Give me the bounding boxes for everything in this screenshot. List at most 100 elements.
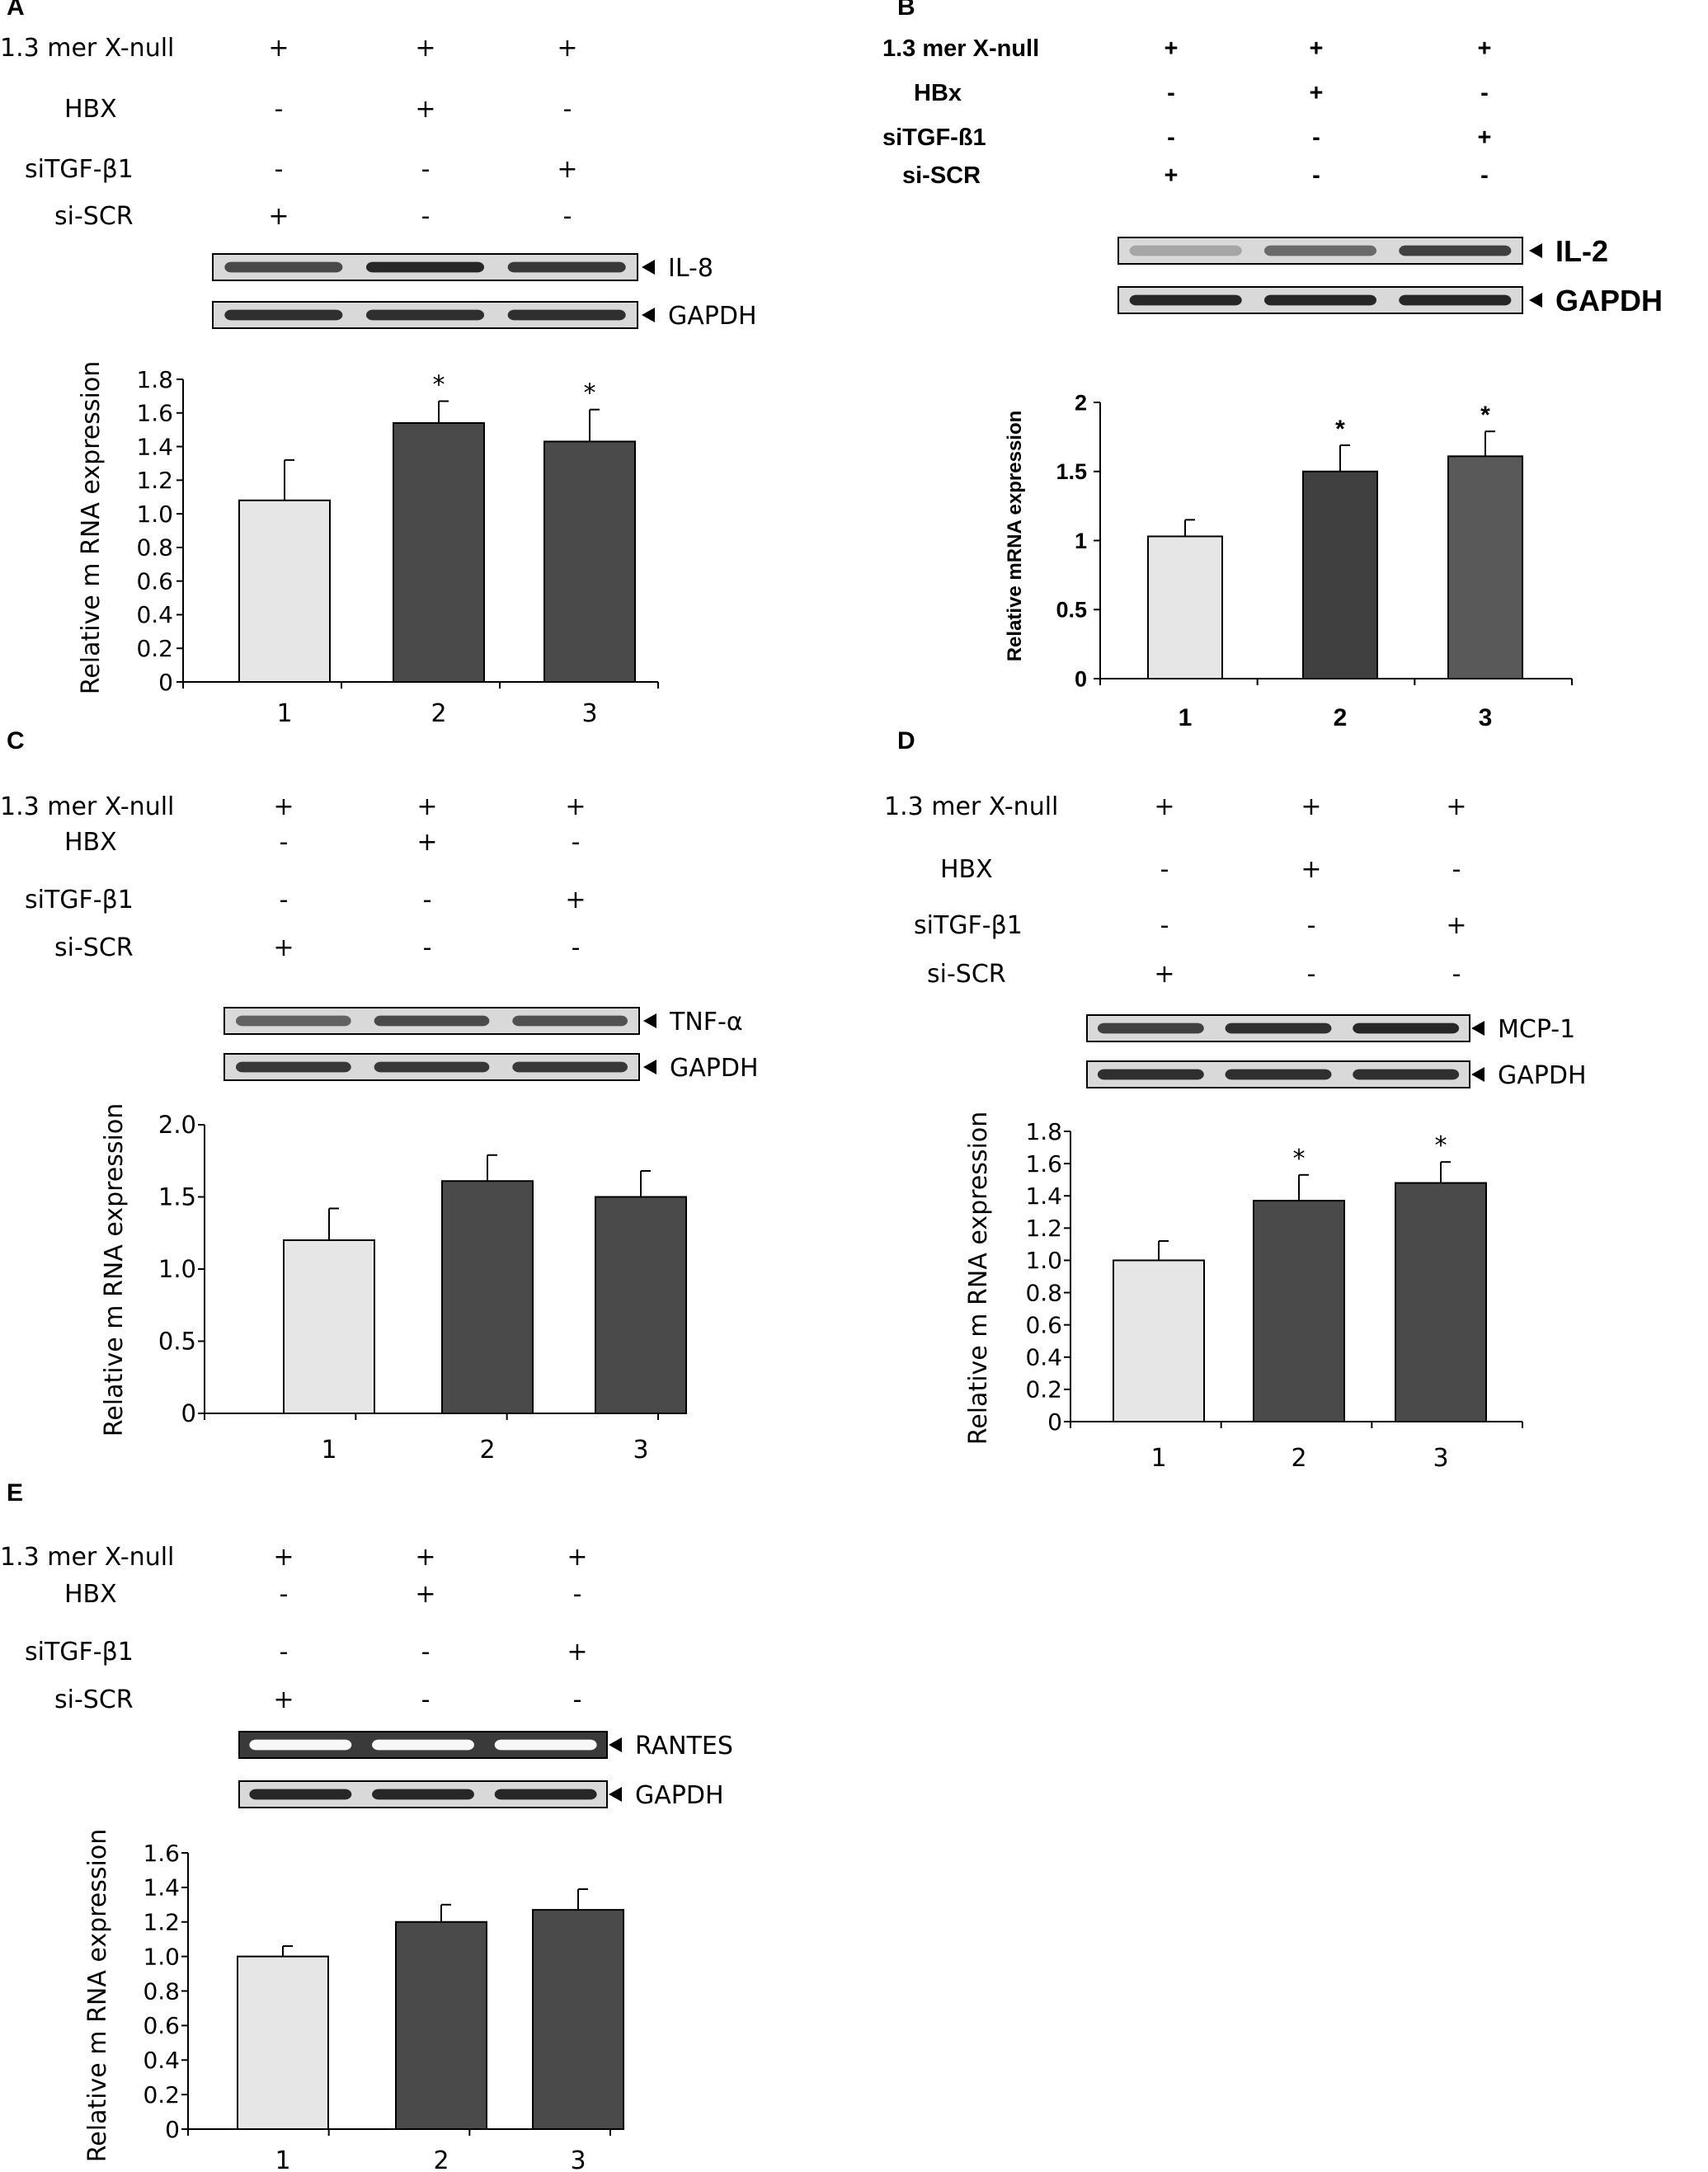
gel-band [1399, 245, 1512, 256]
gel-band [1129, 294, 1242, 306]
y-tick-label: 0.2 [136, 635, 173, 662]
y-tick-label: 1.4 [143, 1874, 180, 1902]
treatment-label: siTGF-β1 [914, 911, 1023, 940]
treatment-sign: - [1452, 855, 1461, 884]
panel-letter: D [897, 727, 915, 755]
gel-band [494, 1739, 597, 1751]
bar [1147, 535, 1223, 679]
treatment-sign: + [565, 792, 586, 821]
treatment-sign: - [423, 886, 432, 914]
gel-band [507, 261, 626, 273]
y-tick-label: 2.0 [158, 1111, 196, 1139]
gel-arrow-icon [642, 308, 655, 322]
treatment-label: si-SCR [902, 162, 981, 189]
treatment-label: HBX [940, 855, 993, 884]
x-tick-label: 1 [321, 1436, 336, 1464]
y-tick-label: 1.5 [1056, 459, 1087, 484]
treatment-label: si-SCR [54, 933, 134, 962]
significance-marker: * [1335, 416, 1345, 443]
y-tick-label: 0.6 [143, 2012, 180, 2039]
treatment-sign: - [1167, 80, 1175, 106]
treatment-sign: + [557, 155, 577, 184]
x-tick-label: 1 [275, 2146, 290, 2172]
treatment-sign: + [1478, 35, 1492, 62]
gel-band [1263, 245, 1377, 256]
treatment-sign: + [268, 34, 289, 63]
y-tick-label: 2 [1075, 390, 1087, 415]
treatment-sign: + [1154, 792, 1174, 821]
treatment-sign: - [421, 1685, 431, 1714]
bar [1302, 470, 1378, 679]
gel-arrow-icon [1529, 293, 1542, 308]
treatment-sign: + [415, 34, 435, 63]
treatment-sign: + [1478, 125, 1492, 151]
x-tick-label: 3 [570, 2146, 586, 2172]
treatment-sign: + [557, 34, 577, 63]
bar [532, 1909, 624, 2130]
y-tick-label: 1.2 [143, 1909, 180, 1936]
bar [1395, 1182, 1487, 1422]
gel-band [249, 1739, 352, 1751]
treatment-label: si-SCR [54, 1685, 134, 1714]
gel-band [512, 1015, 628, 1027]
panel-letter: A [7, 0, 25, 21]
y-tick-label: 0 [1075, 666, 1087, 691]
gel-arrow-icon [642, 260, 655, 275]
gel-band [1399, 294, 1512, 306]
bar [1113, 1259, 1205, 1423]
gel-label: MCP-1 [1498, 1015, 1575, 1044]
gel-arrow-icon [643, 1060, 656, 1074]
treatment-sign: - [1452, 960, 1461, 989]
treatment-sign: + [567, 1543, 587, 1572]
gel-band [1225, 1023, 1332, 1034]
y-tick-label: 0.4 [1025, 1344, 1062, 1371]
bar [1447, 455, 1523, 679]
treatment-sign: + [1446, 911, 1466, 940]
y-tick-label: 1.8 [136, 366, 173, 393]
significance-marker: * [1293, 1145, 1306, 1173]
gel-band [365, 261, 485, 273]
treatment-sign: - [563, 95, 572, 124]
bar [595, 1196, 687, 1414]
x-tick-label: 1 [276, 699, 292, 728]
panel-a: A 1.3 mer X-null + + + HBX - + - siTGF-β1 - - + si-SC… [0, 0, 757, 728]
treatment-sign: + [416, 828, 437, 857]
bar [543, 440, 636, 683]
gel-band [235, 1061, 351, 1073]
treatment-sign: + [1446, 792, 1466, 821]
gel-band [1263, 294, 1377, 306]
treatment-sign: + [273, 1685, 294, 1714]
x-tick-label: 2 [431, 699, 446, 728]
treatment-label: siTGF-β1 [25, 886, 134, 914]
gel-band [374, 1015, 490, 1027]
treatment-sign: - [573, 1685, 582, 1714]
y-tick-label: 0 [181, 1399, 196, 1427]
gel-arrow-icon [1529, 243, 1542, 258]
y-tick-label: 0.6 [1025, 1311, 1062, 1338]
treatment-sign: - [275, 95, 284, 124]
gel-arrow-icon [1471, 1067, 1485, 1082]
y-tick-label: 1.2 [1025, 1215, 1062, 1242]
treatment-sign: - [421, 202, 431, 231]
gel-band [1225, 1069, 1332, 1080]
treatment-sign: - [1167, 125, 1175, 151]
bar [393, 422, 485, 683]
x-tick-label: 2 [479, 1436, 495, 1464]
treatment-sign: - [1160, 911, 1169, 940]
panel-d: D 1.3 mer X-null + + + HBX - + - siTGF-β1 - - + si-SC… [884, 727, 1587, 1473]
treatment-sign: - [421, 155, 431, 184]
treatment-sign: - [1480, 162, 1489, 189]
treatment-label: 1.3 mer X-null [0, 34, 174, 63]
y-tick-label: 1 [1075, 529, 1087, 553]
y-tick-label: 0.4 [143, 2047, 180, 2074]
gel-label: GAPDH [1498, 1061, 1587, 1090]
gel-band [1097, 1069, 1204, 1080]
y-tick-label: 0.4 [136, 601, 173, 628]
y-tick-label: 0.8 [143, 1977, 180, 2005]
x-tick-label: 2 [1334, 704, 1348, 731]
y-tick-label: 0.2 [143, 2081, 180, 2109]
treatment-sign: - [421, 1638, 431, 1667]
gel-band [365, 309, 485, 321]
treatment-label: si-SCR [54, 202, 134, 231]
